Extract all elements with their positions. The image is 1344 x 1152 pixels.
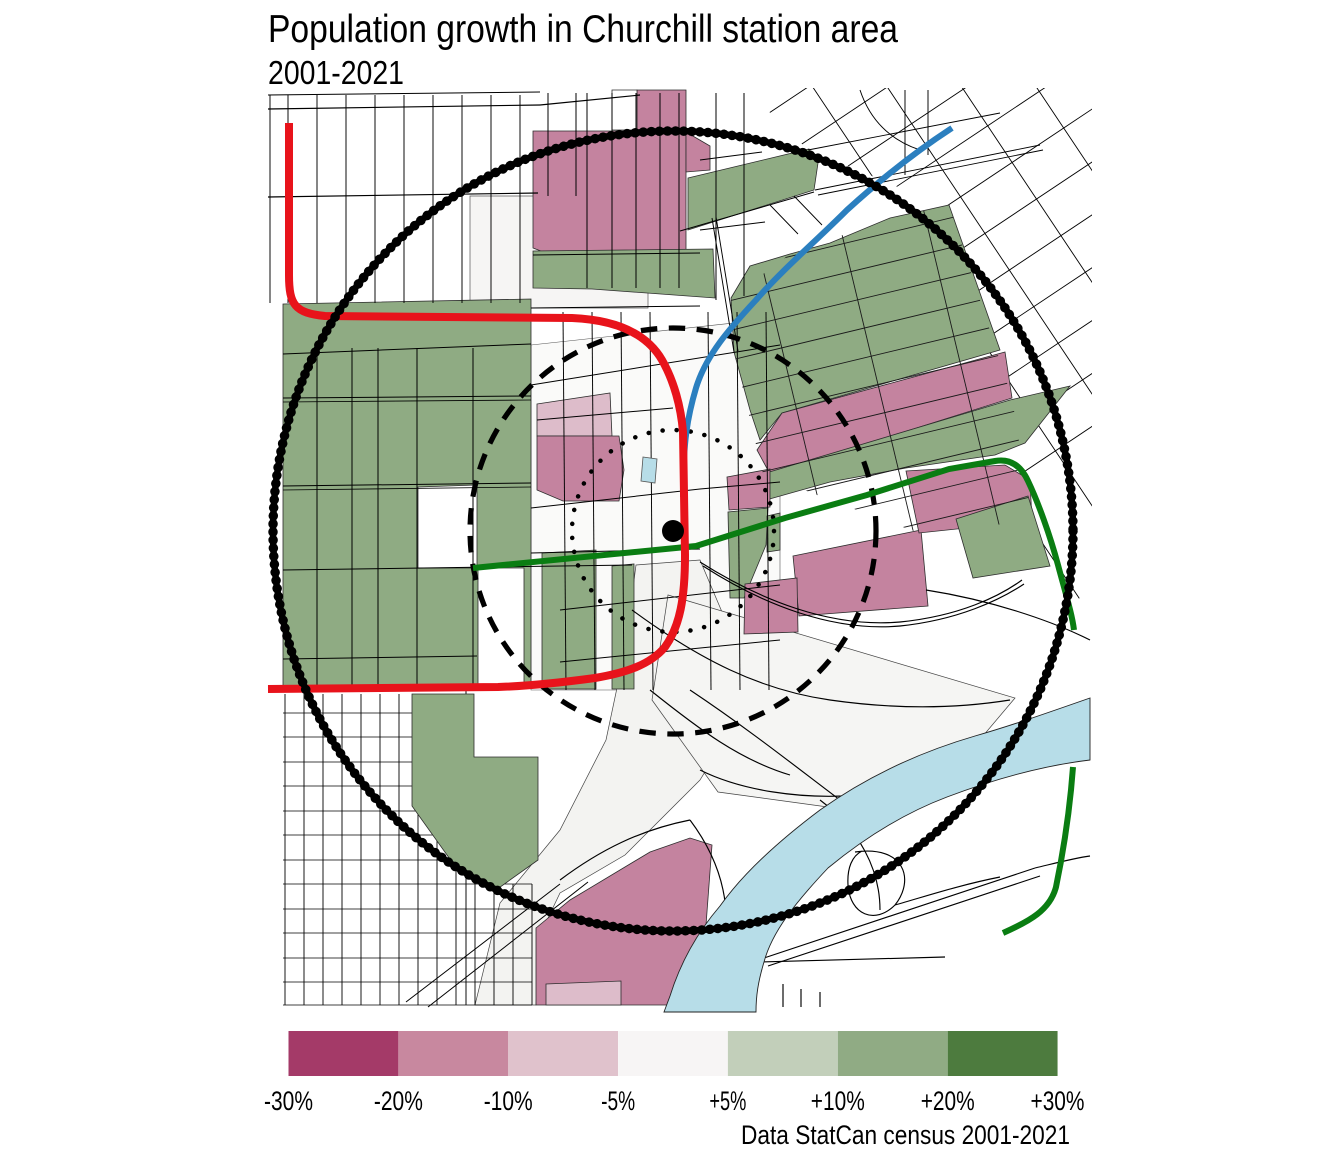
svg-text:+30%: +30% — [1031, 1086, 1085, 1116]
svg-text:-20%: -20% — [374, 1086, 423, 1116]
svg-text:-30%: -30% — [264, 1086, 313, 1116]
svg-text:2001-2021: 2001-2021 — [268, 54, 404, 91]
svg-text:+20%: +20% — [921, 1086, 975, 1116]
svg-text:-5%: -5% — [601, 1086, 635, 1116]
svg-text:+10%: +10% — [811, 1086, 865, 1116]
svg-text:Population growth in Churchill: Population growth in Churchill station a… — [268, 8, 898, 51]
svg-text:+5%: +5% — [709, 1086, 746, 1116]
svg-text:Data StatCan census 2001-2021: Data StatCan census 2001-2021 — [741, 1120, 1070, 1150]
svg-text:-10%: -10% — [484, 1086, 533, 1116]
